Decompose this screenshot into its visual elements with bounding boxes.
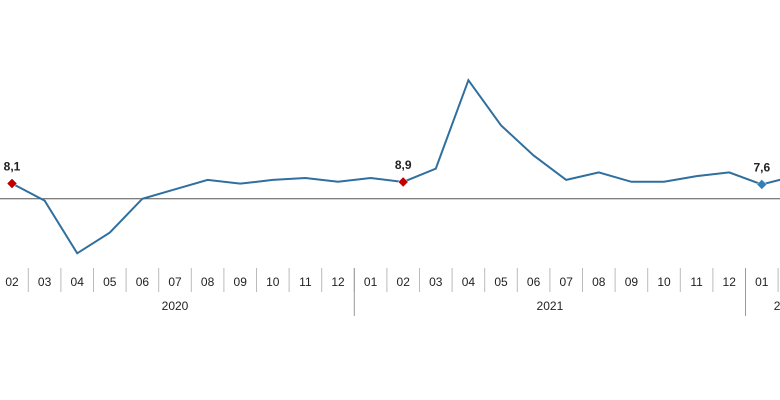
x-tick-label: 11 xyxy=(690,275,703,289)
x-tick-label: 12 xyxy=(723,275,737,289)
x-tick-label: 03 xyxy=(38,275,52,289)
value-label: 8,1 xyxy=(4,160,21,174)
x-tick-label: 02 xyxy=(397,275,411,289)
value-label: 8,9 xyxy=(395,158,412,172)
x-tick-label: 05 xyxy=(103,275,117,289)
x-tick-label: 11 xyxy=(299,275,312,289)
value-label: 7,6 xyxy=(753,161,770,175)
x-tick-label: 07 xyxy=(168,275,182,289)
x-tick-label: 05 xyxy=(494,275,508,289)
x-tick-label: 02 xyxy=(5,275,19,289)
x-tick-label: 09 xyxy=(234,275,248,289)
x-tick-label: 09 xyxy=(625,275,639,289)
x-tick-label: 01 xyxy=(364,275,378,289)
x-tick-label: 07 xyxy=(560,275,574,289)
x-tick-label: 10 xyxy=(657,275,671,289)
x-tick-label: 01 xyxy=(755,275,769,289)
marker xyxy=(756,179,768,190)
x-tick-label: 03 xyxy=(429,275,443,289)
x-tick-label: 04 xyxy=(462,275,476,289)
x-tick-label: 06 xyxy=(136,275,150,289)
year-label: 2021 xyxy=(537,299,564,313)
marker xyxy=(6,178,18,189)
year-label: 2020 xyxy=(162,299,189,313)
x-tick-label: 06 xyxy=(527,275,541,289)
year-label: 2022 xyxy=(774,299,780,313)
x-tick-label: 12 xyxy=(331,275,345,289)
x-tick-label: 04 xyxy=(71,275,85,289)
marker xyxy=(397,176,409,188)
x-tick-label: 08 xyxy=(201,275,215,289)
x-tick-label: 08 xyxy=(592,275,606,289)
x-tick-label: 10 xyxy=(266,275,280,289)
